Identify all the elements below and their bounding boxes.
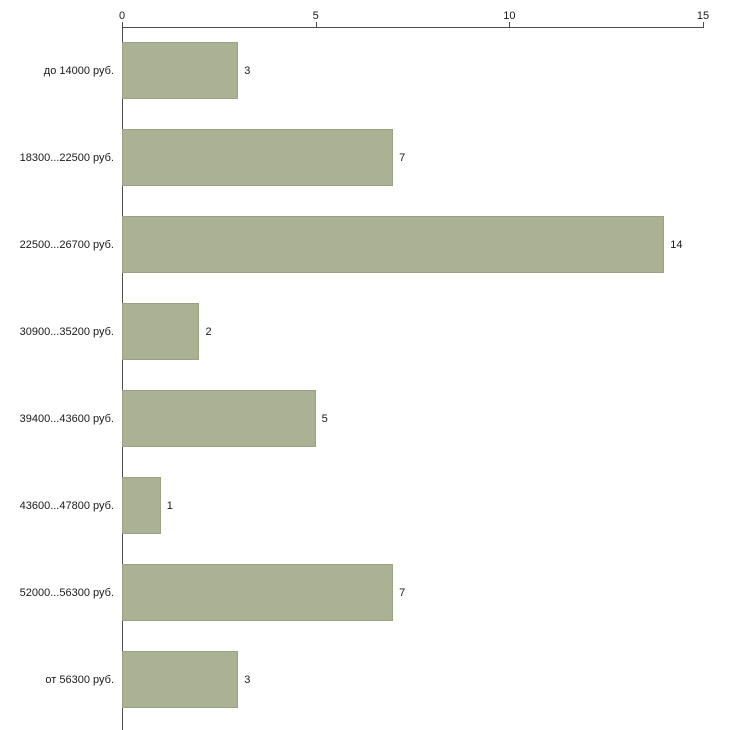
x-tick-label: 15 (696, 10, 710, 22)
x-tick-label: 10 (503, 10, 516, 22)
bar (122, 303, 200, 360)
category-label: от 56300 руб. (45, 673, 114, 686)
bar-row: до 14000 руб. 3 (0, 27, 730, 114)
bar (122, 216, 665, 273)
bar-row: 30900...35200 руб. 2 (0, 288, 730, 375)
x-tick-mark (509, 22, 511, 27)
x-axis-line (122, 27, 704, 28)
bar-row: 22500...26700 руб. 14 (0, 201, 730, 288)
x-tick-mark (122, 22, 123, 27)
bar (122, 564, 394, 621)
bar-row: 43600...47800 руб. 1 (0, 462, 730, 549)
value-label: 2 (205, 325, 212, 338)
category-label: до 14000 руб. (43, 64, 114, 77)
bar-track: 3 (122, 27, 730, 114)
value-label: 3 (244, 64, 251, 77)
bar-track: 7 (122, 549, 730, 636)
bar-track: 3 (122, 636, 730, 723)
bar-row: 18300...22500 руб. 7 (0, 114, 730, 201)
value-label: 3 (244, 673, 251, 686)
category-label: 39400...43600 руб. (19, 412, 114, 425)
value-label: 5 (321, 412, 328, 425)
bar-row: 39400...43600 руб. 5 (0, 375, 730, 462)
value-label: 14 (670, 238, 683, 251)
bar-row: от 56300 руб. 3 (0, 636, 730, 723)
value-label: 7 (399, 586, 406, 599)
category-label: 22500...26700 руб. (19, 238, 114, 251)
bar (122, 129, 394, 186)
category-label: 18300...22500 руб. (19, 151, 114, 164)
x-tick-mark (703, 22, 704, 27)
bar-track: 5 (122, 375, 730, 462)
category-label: 52000...56300 руб. (19, 586, 114, 599)
value-label: 1 (166, 499, 173, 512)
bar (122, 651, 239, 708)
category-label: 43600...47800 руб. (19, 499, 114, 512)
bar-track: 2 (122, 288, 730, 375)
x-tick-label: 5 (312, 10, 319, 22)
bar-track: 1 (122, 462, 730, 549)
bar (122, 390, 316, 447)
value-label: 7 (399, 151, 406, 164)
category-label: 30900...35200 руб. (19, 325, 114, 338)
bar-track: 14 (122, 201, 730, 288)
x-tick-mark (315, 22, 317, 27)
bar-row: 52000...56300 руб. 7 (0, 549, 730, 636)
chart-rows: до 14000 руб. 3 18300...22500 руб. 7 22500..… (0, 27, 730, 723)
bar (122, 42, 239, 99)
bar (122, 477, 161, 534)
bar-track: 7 (122, 114, 730, 201)
y-axis-line (122, 27, 123, 730)
x-tick-label: 0 (118, 10, 126, 22)
